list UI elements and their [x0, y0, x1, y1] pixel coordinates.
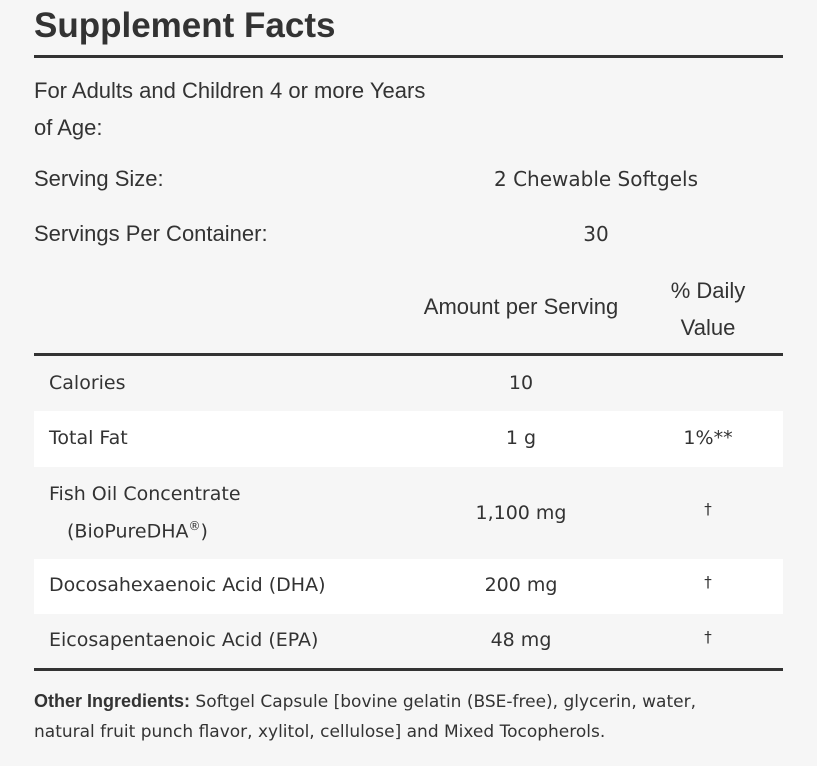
row-amount: 200 mg — [484, 574, 558, 596]
servings-label: Servings Per Container: — [34, 221, 268, 246]
dv-header: % Daily Value — [670, 278, 746, 340]
title-rule — [34, 55, 783, 58]
table-row: Calories 10 — [34, 357, 783, 411]
table-row: Eicosapentaenoic Acid (EPA) 48 mg † — [34, 614, 783, 668]
other-ingredients: Other Ingredients: Softgel Capsule [bovi… — [34, 686, 754, 747]
audience: For Adults and Children 4 or more Years … — [34, 78, 426, 140]
row-dv: 1%** — [683, 427, 733, 449]
row-sub: (BioPureDHA — [67, 520, 189, 543]
row-dv: † — [704, 573, 712, 591]
row-amount: 48 mg — [490, 629, 552, 651]
row-amount: 1,100 mg — [475, 502, 567, 524]
row-amount: 1 g — [505, 427, 537, 449]
header-rule — [34, 353, 783, 356]
servings-value: 30 — [583, 222, 609, 246]
other-ingredients-label: Other Ingredients: — [34, 691, 191, 711]
row-dv: † — [704, 628, 712, 646]
row-name: Docosahexaenoic Acid (DHA) — [49, 574, 326, 596]
amount-header: Amount per Serving — [423, 294, 619, 319]
row-dv: † — [704, 500, 712, 518]
row-amount: 10 — [508, 372, 534, 394]
table-row: Total Fat 1 g 1%** — [34, 411, 783, 467]
row-name: Eicosapentaenoic Acid (EPA) — [49, 629, 319, 651]
row-sup: ® — [188, 519, 201, 533]
table-row: Docosahexaenoic Acid (DHA) 200 mg † — [34, 559, 783, 614]
row-name: Fish Oil Concentrate — [49, 483, 241, 505]
row-name: Calories — [49, 372, 126, 394]
row-sub-end: ) — [200, 520, 208, 543]
bottom-rule — [34, 668, 783, 671]
serving-size-label: Serving Size: — [34, 166, 164, 191]
title: Supplement Facts — [34, 6, 336, 45]
row-subname: (BioPureDHA®) — [67, 519, 208, 542]
serving-size-value: 2 Chewable Softgels — [494, 167, 698, 191]
table-row: Fish Oil Concentrate (BioPureDHA®) 1,100… — [34, 467, 783, 559]
other-ingredients-text: Softgel Capsule [bovine gelatin (BSE-fre… — [34, 692, 696, 742]
row-name: Total Fat — [49, 427, 128, 449]
